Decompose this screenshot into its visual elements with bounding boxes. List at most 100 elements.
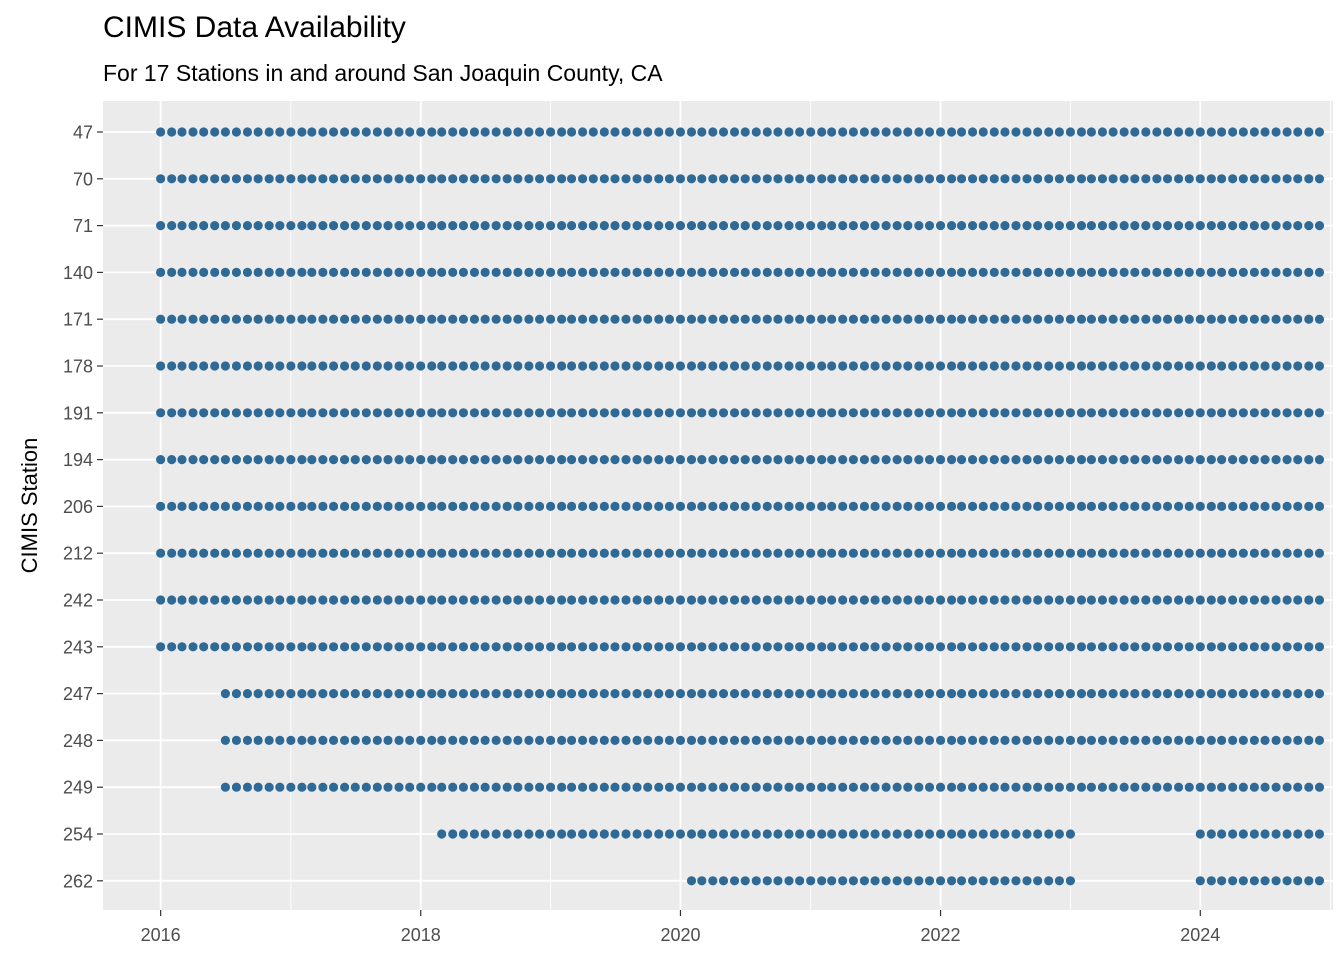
- data-point: [588, 735, 598, 746]
- data-point: [946, 174, 957, 184]
- data-point: [297, 267, 307, 277]
- data-point: [718, 361, 729, 371]
- data-point: [1152, 267, 1162, 277]
- data-point: [675, 361, 686, 371]
- data-point: [1065, 876, 1076, 886]
- data-point: [1249, 455, 1259, 465]
- data-point: [199, 642, 209, 652]
- data-point: [448, 221, 458, 231]
- data-point: [784, 689, 794, 699]
- data-point: [1195, 548, 1205, 558]
- data-point: [978, 548, 988, 558]
- data-point: [297, 595, 307, 605]
- data-point: [697, 408, 707, 418]
- data-point: [935, 642, 946, 652]
- data-point: [361, 174, 371, 184]
- data-point: [967, 548, 978, 558]
- data-point: [448, 735, 458, 746]
- data-point: [372, 174, 382, 184]
- data-point: [1000, 127, 1010, 137]
- data-point: [654, 689, 664, 699]
- data-point: [967, 361, 978, 371]
- data-point: [1011, 314, 1021, 324]
- data-point: [1152, 314, 1162, 324]
- data-point: [686, 876, 697, 886]
- data-point: [935, 314, 946, 324]
- data-point: [534, 782, 545, 792]
- data-point: [935, 127, 946, 137]
- data-point: [838, 174, 848, 184]
- data-point: [1054, 127, 1064, 137]
- data-point: [231, 408, 242, 418]
- data-point: [458, 221, 469, 231]
- data-point: [740, 876, 750, 886]
- data-point: [967, 829, 978, 839]
- data-point: [167, 455, 177, 465]
- data-point: [838, 876, 848, 886]
- data-point: [534, 455, 545, 465]
- data-point: [361, 408, 371, 418]
- data-point: [848, 501, 858, 511]
- data-point: [566, 174, 577, 184]
- data-point: [967, 455, 978, 465]
- data-point: [578, 221, 588, 231]
- data-point: [286, 548, 296, 558]
- data-point: [903, 455, 913, 465]
- data-point: [1108, 127, 1118, 137]
- data-point: [848, 361, 858, 371]
- data-point: [1206, 548, 1216, 558]
- data-point: [578, 782, 588, 792]
- data-point: [1044, 735, 1054, 746]
- data-point: [817, 408, 827, 418]
- data-point: [1293, 642, 1303, 652]
- data-point: [1044, 876, 1054, 886]
- data-point: [1217, 595, 1227, 605]
- data-point: [903, 267, 913, 277]
- data-point: [708, 689, 718, 699]
- data-point: [848, 174, 858, 184]
- data-point: [524, 735, 534, 746]
- data-point: [1304, 876, 1314, 886]
- data-point: [242, 595, 253, 605]
- data-point: [416, 501, 426, 511]
- data-point: [1044, 501, 1054, 511]
- data-point: [557, 408, 567, 418]
- data-point: [383, 735, 393, 746]
- data-point: [1249, 548, 1259, 558]
- data-point: [1217, 829, 1227, 839]
- data-point: [297, 127, 307, 137]
- data-point: [253, 548, 263, 558]
- data-point: [156, 174, 166, 184]
- data-point: [534, 361, 545, 371]
- data-point: [1022, 174, 1032, 184]
- data-point: [491, 455, 501, 465]
- data-point: [253, 408, 263, 418]
- data-point: [675, 595, 686, 605]
- data-point: [1314, 455, 1325, 465]
- data-point: [1162, 501, 1173, 511]
- data-point: [1119, 689, 1129, 699]
- data-point: [708, 829, 718, 839]
- data-point: [1249, 501, 1259, 511]
- data-point: [297, 501, 307, 511]
- data-point: [859, 267, 870, 277]
- data-point: [361, 782, 371, 792]
- data-point: [610, 689, 620, 699]
- data-point: [480, 782, 490, 792]
- data-point: [978, 642, 988, 652]
- data-point: [946, 501, 957, 511]
- data-point: [838, 455, 848, 465]
- data-point: [394, 408, 404, 418]
- data-point: [989, 548, 999, 558]
- data-point: [328, 782, 339, 792]
- data-point: [1184, 408, 1194, 418]
- data-point: [708, 408, 718, 418]
- data-point: [458, 782, 469, 792]
- data-point: [784, 127, 794, 137]
- data-point: [1271, 782, 1281, 792]
- data-point: [989, 361, 999, 371]
- data-point: [751, 361, 761, 371]
- data-point: [827, 735, 837, 746]
- data-point: [534, 735, 545, 746]
- data-point: [1217, 221, 1227, 231]
